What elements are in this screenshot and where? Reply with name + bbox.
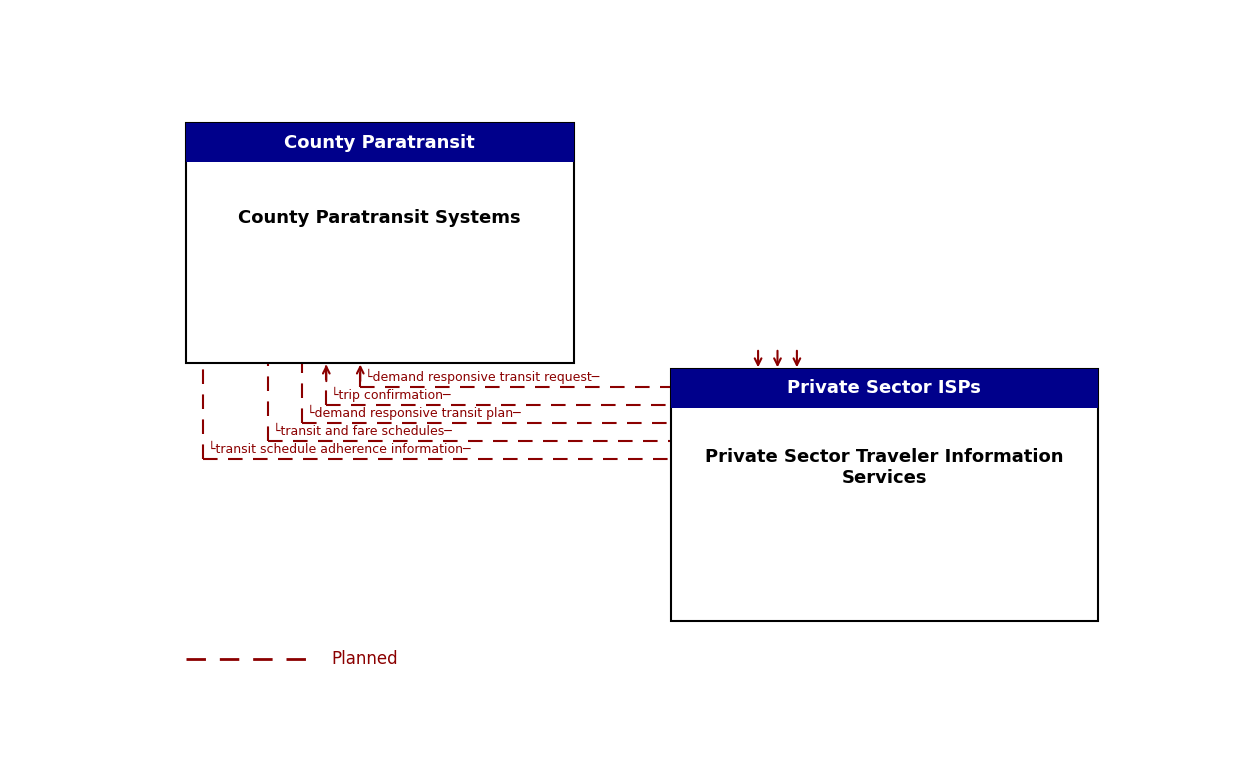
Text: └demand responsive transit request─: └demand responsive transit request─ bbox=[366, 369, 600, 384]
Text: County Paratransit Systems: County Paratransit Systems bbox=[238, 209, 521, 227]
Bar bbox=[185, 124, 573, 163]
Text: └transit and fare schedules─: └transit and fare schedules─ bbox=[273, 425, 452, 438]
Bar bbox=[671, 369, 1098, 621]
Text: └trip confirmation─: └trip confirmation─ bbox=[331, 387, 451, 402]
Text: └transit schedule adherence information─: └transit schedule adherence information─ bbox=[208, 443, 471, 456]
Text: Private Sector ISPs: Private Sector ISPs bbox=[788, 380, 982, 398]
Text: Private Sector Traveler Information
Services: Private Sector Traveler Information Serv… bbox=[705, 448, 1063, 487]
Text: County Paratransit: County Paratransit bbox=[284, 134, 475, 152]
Bar bbox=[671, 369, 1098, 408]
Text: └demand responsive transit plan─: └demand responsive transit plan─ bbox=[307, 405, 521, 420]
Bar bbox=[185, 124, 573, 363]
Text: Planned: Planned bbox=[331, 650, 398, 668]
